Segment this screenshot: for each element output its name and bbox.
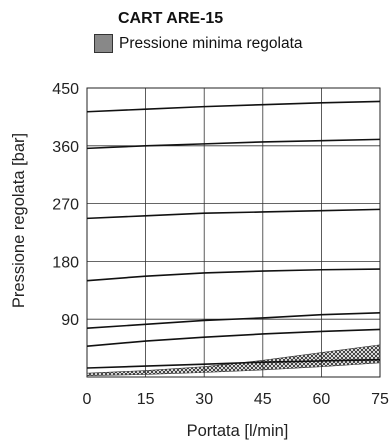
- x-axis-label: Portata [l/min]: [187, 422, 289, 440]
- series-line: [86, 358, 381, 369]
- y-tick-label: 180: [52, 254, 79, 271]
- x-tick-label: 0: [83, 391, 92, 408]
- series-line: [86, 268, 381, 282]
- x-tick-label: 30: [195, 391, 213, 408]
- series-line: [86, 311, 381, 329]
- y-tick-label: 360: [52, 139, 79, 156]
- y-tick-label: 270: [52, 197, 79, 214]
- x-tick-label: 45: [254, 391, 272, 408]
- series-line: [86, 100, 381, 113]
- y-tick-label: 90: [61, 312, 79, 329]
- x-tick-label: 15: [137, 391, 155, 408]
- x-tick-label: 60: [313, 391, 331, 408]
- chart-title: CART ARE-15: [118, 10, 224, 27]
- legend: Pressione minima regolata: [94, 34, 303, 53]
- x-tick-label: 75: [371, 391, 389, 408]
- series-line: [86, 138, 381, 150]
- series-line: [86, 328, 381, 347]
- legend-swatch: [94, 34, 113, 53]
- series-line: [86, 208, 381, 220]
- y-axis-label: Pressione regolata [bar]: [10, 133, 28, 308]
- legend-label: Pressione minima regolata: [119, 34, 303, 52]
- plot-frame: [86, 87, 381, 378]
- y-tick-label: 450: [52, 81, 79, 98]
